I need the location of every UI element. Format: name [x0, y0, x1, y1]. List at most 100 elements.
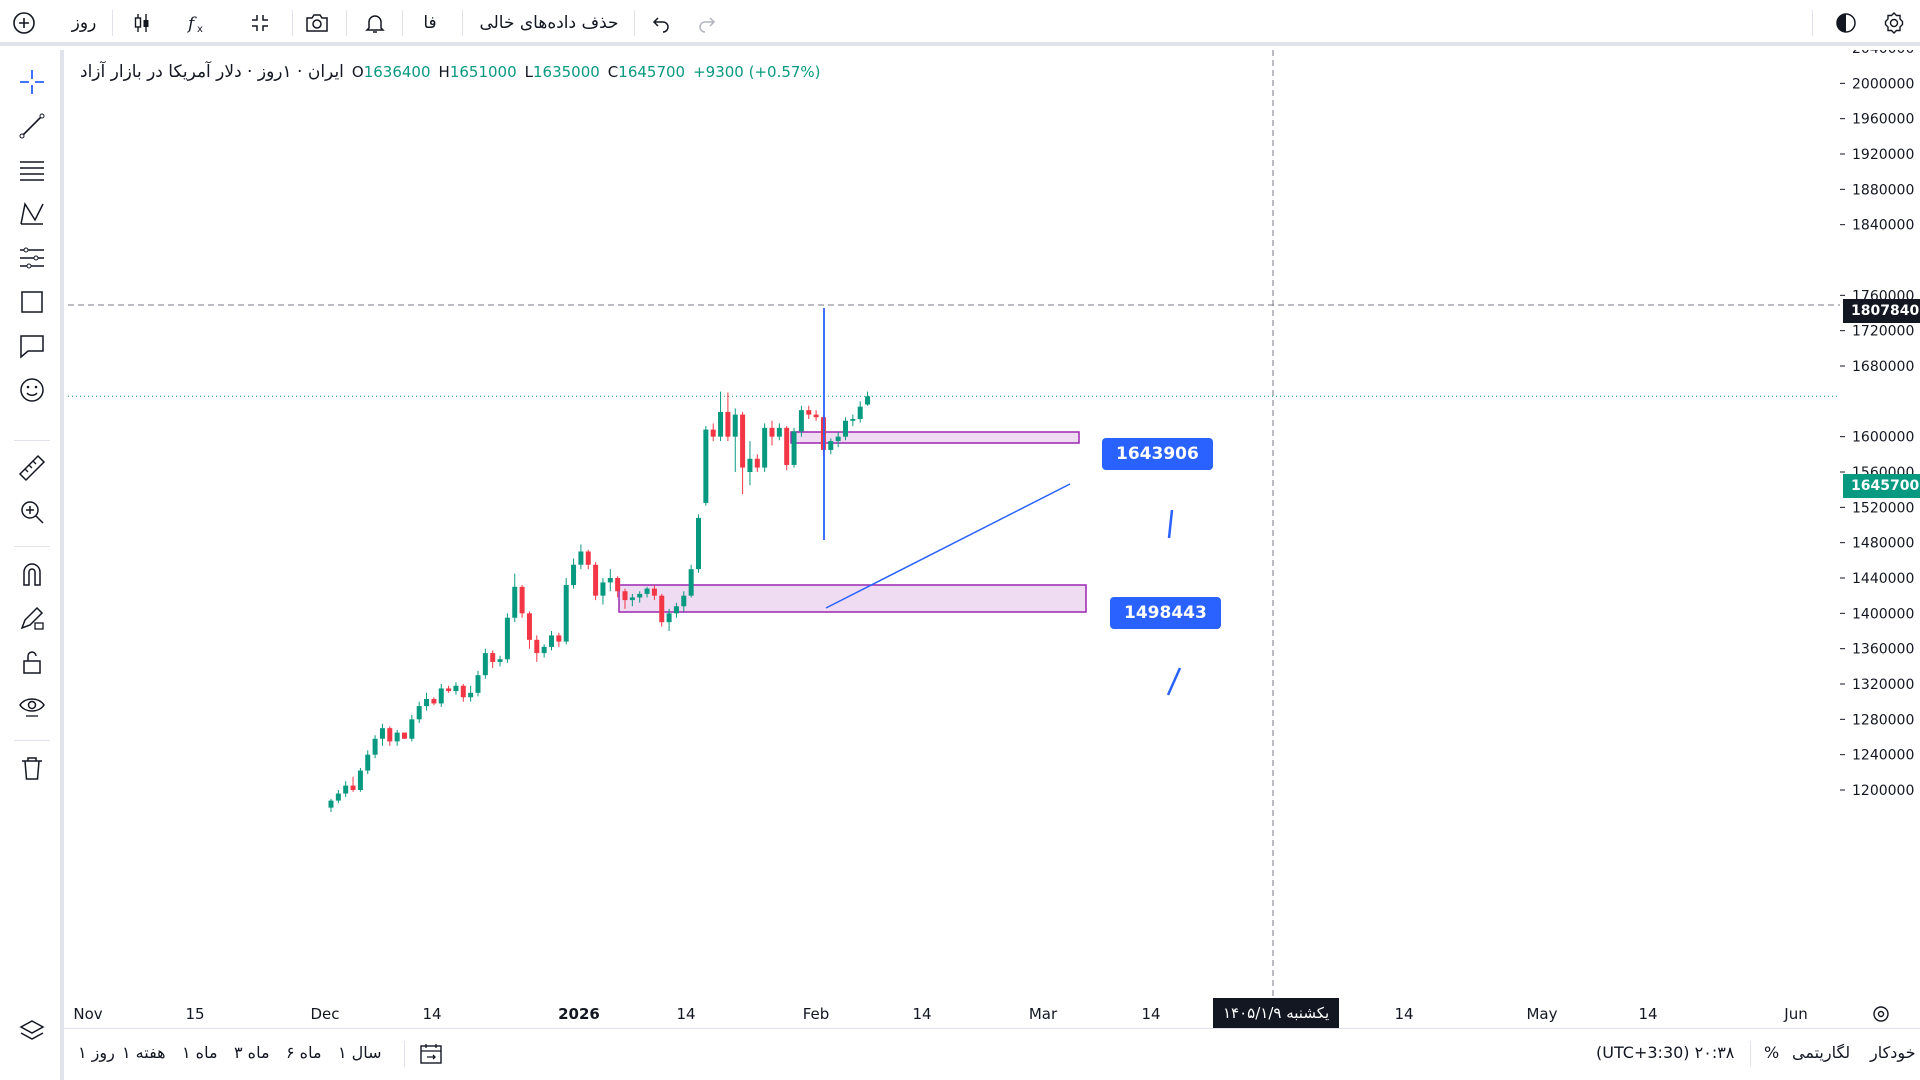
language-button[interactable]: فا	[423, 13, 437, 33]
time-tick: 2026	[558, 1005, 600, 1023]
percent-scale-button[interactable]: %	[1764, 1043, 1780, 1062]
range-1w-button[interactable]: هفته ۱	[122, 1043, 166, 1062]
candle-body	[556, 635, 562, 642]
remove-drawings-tool[interactable]	[14, 750, 50, 786]
shapes-tool[interactable]	[14, 284, 50, 320]
candle-body	[784, 427, 790, 465]
auto-scale-button[interactable]: خودکار	[1870, 1043, 1916, 1062]
magnet-tool[interactable]	[14, 556, 50, 592]
pattern-tool[interactable]	[14, 196, 50, 232]
candle-body	[607, 578, 613, 583]
candle-body	[585, 551, 591, 565]
candle-body	[637, 593, 643, 598]
clear-empty-data-button[interactable]: حذف داده‌های خالی	[479, 13, 619, 33]
range-3m-button[interactable]: ماه ۳	[234, 1043, 270, 1062]
time-tick: Mar	[1028, 1005, 1058, 1023]
icons-tool[interactable]	[14, 372, 50, 408]
price-chart[interactable]	[68, 50, 1840, 1000]
candle-body	[365, 754, 371, 771]
price-scale[interactable]: 2040000 2000000 1960000 1920000 1880000 18400…	[1840, 50, 1920, 1000]
candle-body	[512, 586, 518, 618]
log-scale-button[interactable]: لگاریتمی	[1792, 1043, 1851, 1062]
crosshair-tool[interactable]	[14, 64, 50, 100]
alert-button[interactable]	[358, 6, 392, 40]
toolbar-divider	[634, 10, 635, 36]
time-tick: 14	[422, 1005, 442, 1023]
candle-body	[857, 406, 863, 419]
collapse-icon	[252, 15, 268, 31]
annotation-tool[interactable]	[14, 328, 50, 364]
eye-icon	[19, 698, 45, 717]
toolbar-divider	[14, 740, 50, 741]
price-tick-label: 1360000	[1852, 642, 1914, 658]
range-6m-button[interactable]: ماه ۶	[286, 1043, 322, 1062]
interval-button[interactable]: روز	[71, 13, 97, 33]
range-1m-button[interactable]: ماه ۱	[182, 1043, 218, 1062]
candle-body	[578, 551, 584, 565]
hide-drawings-tool[interactable]	[14, 688, 50, 724]
range-1d-button[interactable]: روز ۱	[78, 1043, 115, 1062]
candle-body	[571, 564, 577, 586]
lock-drawings-tool[interactable]	[14, 644, 50, 680]
undo-button[interactable]	[646, 6, 676, 40]
candle-body	[534, 639, 540, 654]
candle-body	[438, 688, 444, 704]
object-tree-button[interactable]	[14, 1014, 50, 1050]
settings-button[interactable]	[1878, 6, 1910, 40]
price-tick-label: 1960000	[1852, 112, 1914, 128]
candle-body	[357, 770, 363, 790]
calendar-range-icon	[420, 1044, 442, 1064]
pencil-lock-icon	[20, 606, 44, 630]
candle-body	[718, 411, 724, 437]
price-callout-upper[interactable]: 1643906	[1102, 438, 1213, 470]
smiley-icon	[20, 378, 44, 402]
compare-button[interactable]	[244, 6, 276, 40]
time-tick: 14	[676, 1005, 696, 1023]
time-scale-settings-button[interactable]	[1870, 1003, 1894, 1025]
prediction-tool[interactable]	[14, 240, 50, 276]
ruler-icon	[18, 454, 46, 482]
rectangle-icon	[21, 291, 43, 313]
price-callout-lower[interactable]: 1498443	[1110, 597, 1221, 629]
measure-tool[interactable]	[14, 450, 50, 486]
redo-button[interactable]	[692, 6, 722, 40]
theme-button[interactable]	[1830, 6, 1862, 40]
fib-tool[interactable]	[14, 152, 50, 188]
callout-pointer-lower	[1166, 667, 1182, 696]
callout-pointer-upper	[1167, 509, 1174, 539]
add-symbol-button[interactable]	[8, 6, 40, 40]
candle-body	[762, 427, 768, 468]
candle-body	[865, 396, 871, 405]
time-scale[interactable]: Nov 15 Dec 14 2026 14 Feb 14 Mar 14 14 M…	[68, 1000, 1920, 1028]
zoom-tool[interactable]	[14, 494, 50, 530]
candle-body	[622, 591, 628, 601]
symbol-title: ایران · ۱روز · دلار آمریکا در بازار آزاد	[80, 62, 344, 82]
date-range-button[interactable]	[418, 1041, 444, 1067]
candle-body	[350, 785, 356, 790]
time-tick: Jun	[1784, 1005, 1808, 1023]
timezone-button[interactable]: (UTC+3:30) ۲۰:۳۸	[1596, 1043, 1735, 1062]
crosshair-icon	[20, 70, 44, 94]
candle-body	[725, 411, 731, 437]
candle-body	[446, 688, 452, 692]
svg-text:f: f	[186, 14, 197, 34]
trend-line-tool[interactable]	[14, 108, 50, 144]
candle-body	[475, 675, 481, 693]
toolbar-divider	[404, 1041, 405, 1067]
camera-icon	[306, 14, 328, 32]
unlock-icon	[23, 651, 41, 674]
chart-pane[interactable]	[68, 50, 1840, 1000]
chart-type-button[interactable]	[126, 6, 158, 40]
range-1y-button[interactable]: سال ۱	[338, 1043, 382, 1062]
stay-in-drawing-tool[interactable]	[14, 600, 50, 636]
candle-body	[460, 685, 466, 698]
toolbar-divider	[14, 546, 50, 547]
comment-icon	[20, 335, 44, 359]
zoom-in-icon	[21, 501, 44, 524]
snapshot-button[interactable]	[300, 6, 334, 40]
candle-body	[651, 588, 657, 596]
svg-text:x: x	[197, 24, 203, 35]
candle-body	[835, 436, 841, 442]
projection-icon	[20, 247, 44, 269]
